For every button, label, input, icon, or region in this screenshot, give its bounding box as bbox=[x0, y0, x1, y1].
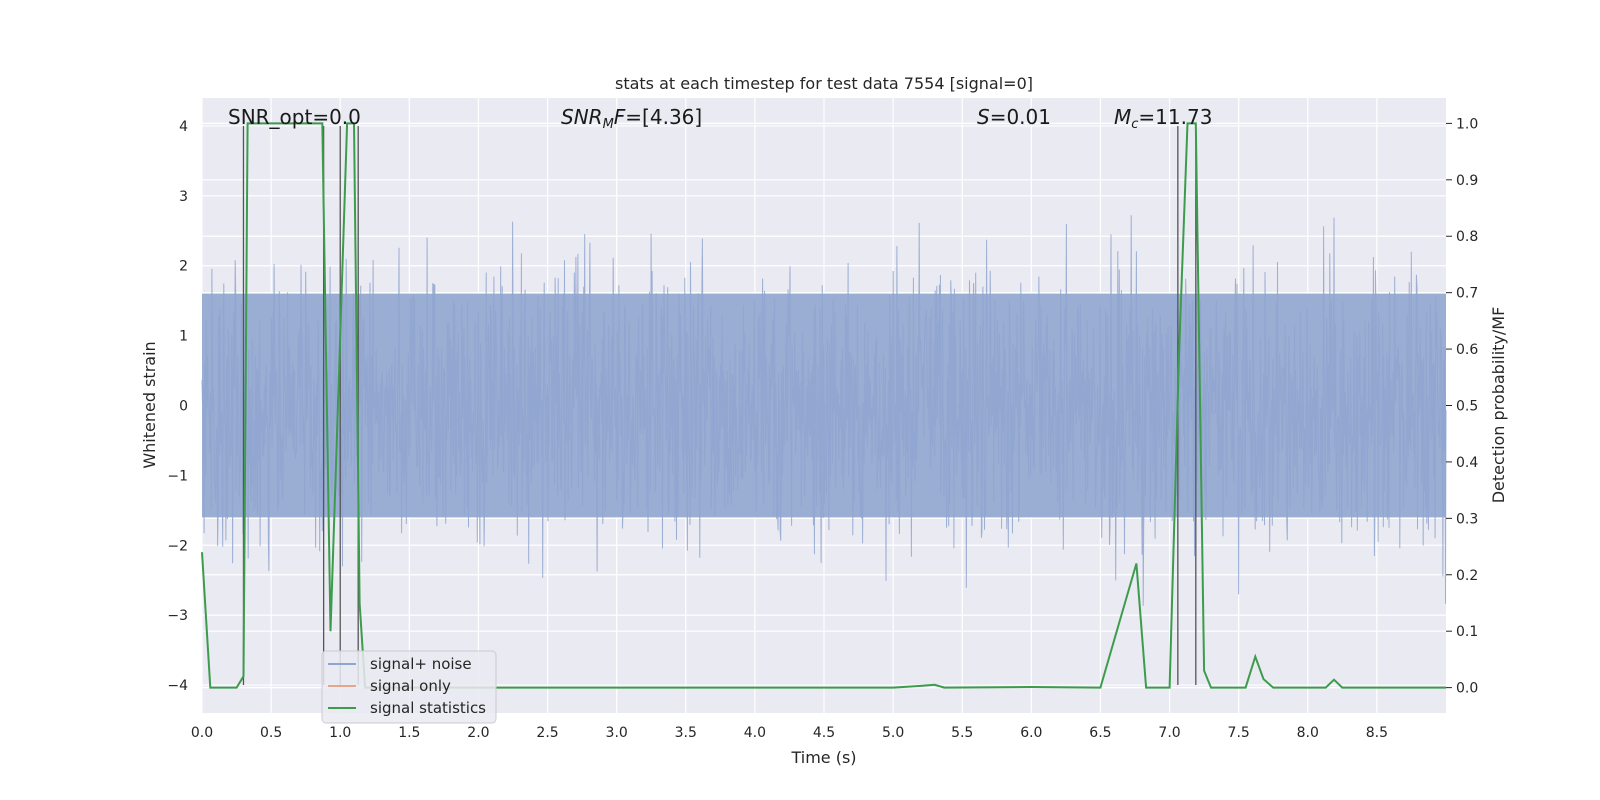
y2-tick-label: 0.0 bbox=[1456, 681, 1478, 697]
annotation-snr-mf: SNRMF=[4.36] bbox=[561, 105, 702, 132]
y-tick-label: −4 bbox=[167, 678, 188, 694]
y-tick-label: 2 bbox=[179, 259, 188, 275]
x-tick-label: 2.5 bbox=[536, 725, 558, 741]
y-tick-label: −1 bbox=[167, 468, 188, 484]
x-tick-label: 8.0 bbox=[1297, 725, 1319, 741]
x-tick-label: 6.0 bbox=[1020, 725, 1042, 741]
x-tick-label: 3.0 bbox=[606, 725, 628, 741]
legend-label-signal-only: signal only bbox=[370, 677, 451, 695]
y2-tick-label: 0.4 bbox=[1456, 455, 1478, 471]
y2-tick-label: 0.7 bbox=[1456, 286, 1478, 302]
x-tick-label: 4.0 bbox=[744, 725, 766, 741]
y2-tick-label: 0.8 bbox=[1456, 229, 1478, 245]
x-tick-label: 1.0 bbox=[329, 725, 351, 741]
legend: signal+ noise signal only signal statist… bbox=[321, 650, 497, 724]
y2-tick-label: 0.5 bbox=[1456, 399, 1478, 415]
y2-axis-label: Detection probability/MF bbox=[1489, 307, 1508, 504]
legend-box bbox=[321, 650, 497, 724]
x-axis-label: Time (s) bbox=[790, 748, 856, 767]
x-tick-label: 4.5 bbox=[813, 725, 835, 741]
x-tick-label: 7.5 bbox=[1228, 725, 1250, 741]
y-tick-label: −3 bbox=[167, 608, 188, 624]
signal-statistics-line bbox=[201, 122, 1446, 689]
signal-noise-line bbox=[201, 215, 1447, 606]
annotation-snr-opt: SNR_opt=0.0 bbox=[228, 105, 361, 129]
x-tick-label: 8.5 bbox=[1366, 725, 1388, 741]
legend-label-signal-noise: signal+ noise bbox=[370, 655, 472, 673]
x-tick-label: 2.0 bbox=[467, 725, 489, 741]
x-tick-label: 6.5 bbox=[1089, 725, 1111, 741]
x-tick-label: 1.5 bbox=[398, 725, 420, 741]
x-tick-label: 3.5 bbox=[675, 725, 697, 741]
x-ticks: 0.0 0.5 1.0 1.5 2.0 2.5 3.0 3.5 4.0 4.5 5.0 5.5 6.0 6… bbox=[191, 725, 1388, 741]
y-tick-label: 3 bbox=[179, 189, 188, 205]
x-tick-label: 7.0 bbox=[1158, 725, 1180, 741]
annotation-mc: Mc=11.73 bbox=[1114, 105, 1212, 132]
y2-tick-label: 0.2 bbox=[1456, 568, 1478, 584]
x-tick-label: 5.5 bbox=[951, 725, 973, 741]
y-axis-label: Whitened strain bbox=[140, 341, 159, 468]
y-tick-label: 4 bbox=[179, 119, 188, 135]
strain-series bbox=[201, 215, 1447, 606]
y2-tick-label: 0.3 bbox=[1456, 511, 1478, 527]
y-tick-label: 0 bbox=[179, 399, 188, 415]
y-ticks: −4 −3 −2 −1 0 1 2 3 4 bbox=[167, 119, 188, 694]
chart-title: stats at each timestep for test data 755… bbox=[615, 74, 1033, 93]
annotation-s: S=0.01 bbox=[977, 105, 1051, 129]
y-tick-label: 1 bbox=[179, 329, 188, 345]
y-tick-label: −2 bbox=[167, 538, 188, 554]
y2-tick-label: 0.9 bbox=[1456, 173, 1478, 189]
y2-tick-label: 0.6 bbox=[1456, 342, 1478, 358]
y2-ticks: 0.0 0.1 0.2 0.3 0.4 0.5 0.6 0.7 0.8 0.9 1.0 bbox=[1446, 116, 1478, 697]
legend-label-signal-statistics: signal statistics bbox=[370, 699, 486, 717]
y2-tick-label: 1.0 bbox=[1456, 116, 1478, 132]
y2-tick-label: 0.1 bbox=[1456, 624, 1478, 640]
x-tick-label: 5.0 bbox=[882, 725, 904, 741]
x-tick-label: 0.5 bbox=[260, 725, 282, 741]
x-tick-label: 0.0 bbox=[191, 725, 213, 741]
